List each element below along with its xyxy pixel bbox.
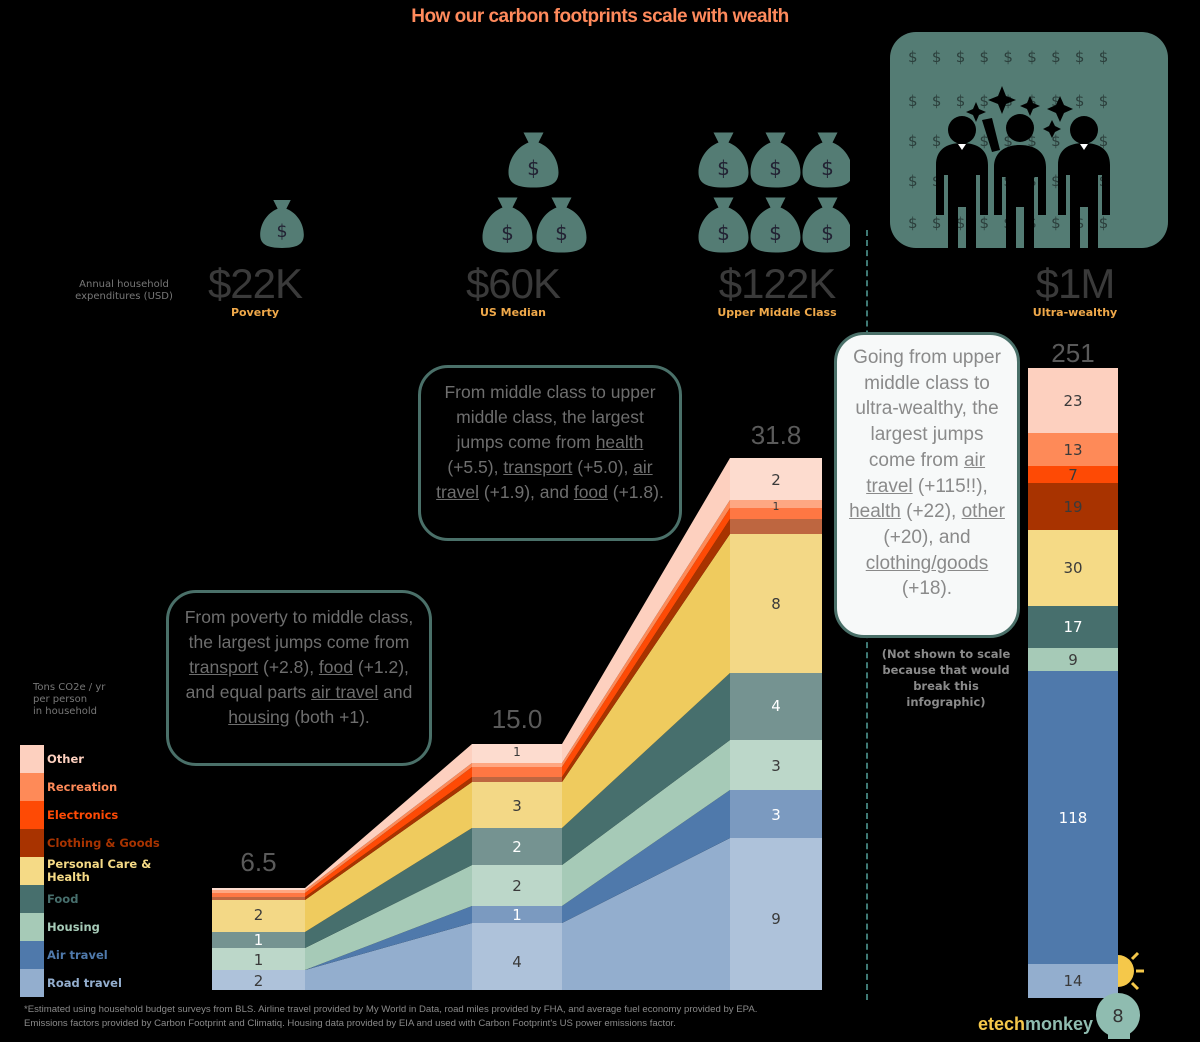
bar-segment-electronics: 7: [1028, 466, 1118, 484]
total-poverty: 6.5: [240, 847, 277, 877]
legend-swatch: [20, 801, 44, 829]
seg-label: 8: [771, 595, 781, 613]
note-upper-to-ultra: Going from upper middle class to ultra-w…: [834, 332, 1020, 638]
seg-label: 4: [771, 697, 781, 715]
bar-segment-air-travel: 118: [1028, 671, 1118, 964]
seg-label: 3: [512, 797, 522, 815]
seg-label: 2: [253, 972, 264, 990]
tier-label: US Median: [480, 306, 546, 319]
tier-median: $60K US Median: [448, 262, 578, 320]
legend-swatch: [20, 745, 44, 773]
area-other: [212, 458, 822, 890]
area-housing: [212, 740, 822, 970]
legend-item-clothing: Clothing & Goods: [20, 829, 220, 857]
tier-amount: $60K: [465, 260, 561, 307]
seg-label: 1: [253, 931, 264, 949]
area-electronics: [212, 508, 822, 897]
seg-label: 1: [512, 906, 522, 924]
money-bag-wall-icon: $ $ $ $ $ $ $ $ $ $ $ $ $ $ $ $ $ $ $ $ …: [890, 32, 1168, 252]
legend-item-other: Other: [20, 745, 220, 773]
bar-segment-other: 23: [1028, 368, 1118, 433]
note-poverty-to-middle: From poverty to middle class, the larges…: [166, 590, 432, 766]
legend-swatch: [20, 969, 44, 997]
seg-label: 9: [771, 910, 781, 928]
legend-swatch: [20, 913, 44, 941]
tier-label: Upper Middle Class: [717, 306, 837, 319]
legend-item-recreation: Recreation: [20, 773, 220, 801]
expenditure-axis-label: Annual household expenditures (USD): [75, 279, 173, 302]
brand-logo-text: etechmonkey: [978, 1014, 1094, 1034]
bar-segment-road-travel: 14: [1028, 964, 1118, 998]
legend-item-food: Food: [20, 885, 220, 913]
total-upper-middle: 31.8: [750, 420, 802, 450]
tier-amount: $22K: [207, 260, 303, 307]
tier-ultra-wealthy: $1M Ultra-wealthy: [1010, 262, 1140, 320]
legend-item-road-travel: Road travel: [20, 969, 220, 997]
area-road-travel: [212, 838, 822, 990]
svg-text:$ $ $ $ $ $ $ $: $ $ $ $ $ $ $ $ $: [908, 48, 1108, 66]
legend-swatch: [20, 885, 44, 913]
seg-label: 2: [771, 471, 781, 489]
legend-item-electronics: Electronics: [20, 801, 220, 829]
seg-label: 2: [253, 906, 264, 924]
bar-segment-health: 30: [1028, 530, 1118, 606]
area-food: [212, 673, 822, 948]
y-unit-label: Tons CO2e / yr per person in household: [33, 682, 106, 717]
tier-label: Ultra-wealthy: [1032, 306, 1118, 319]
legend-item-housing: Housing: [20, 913, 220, 941]
note-middle-to-upper: From middle class to upper middle class,…: [418, 365, 682, 541]
bar-segment-food: 17: [1028, 606, 1118, 648]
seg-label: 2: [512, 838, 522, 856]
area-health: [212, 534, 822, 932]
bar-segment-housing: 9: [1028, 648, 1118, 671]
legend-item-health: Personal Care & Health: [20, 857, 220, 885]
svg-text:8: 8: [1112, 1006, 1123, 1027]
seg-label: 3: [771, 806, 781, 824]
seg-label: 1: [513, 745, 521, 759]
seg-label: 3: [771, 757, 781, 775]
area-clothing: [212, 519, 822, 900]
legend-swatch: [20, 773, 44, 801]
footnote: *Estimated using household budget survey…: [24, 1004, 758, 1029]
tier-amount: $1M: [1035, 260, 1116, 307]
bar-segment-recreation: 13: [1028, 433, 1118, 466]
area-recreation: [212, 500, 822, 893]
tier-amount: $122K: [718, 260, 836, 307]
page-title: How our carbon footprints scale with wea…: [411, 6, 789, 27]
tier-upper-middle: $122K Upper Middle Class: [702, 262, 852, 320]
lightbulb-monkey-logo: 8: [1096, 951, 1144, 1039]
not-to-scale-note: (Not shown to scale because that would b…: [881, 647, 1011, 709]
legend-swatch: [20, 857, 44, 885]
tier-poverty: $22K Poverty: [190, 262, 320, 320]
total-ultra-wealthy: 251: [1051, 338, 1095, 368]
seg-label: 1: [772, 500, 780, 513]
legend-swatch: [20, 941, 44, 969]
total-median: 15.0: [491, 704, 543, 734]
seg-label: 2: [512, 877, 522, 895]
legend-swatch: [20, 829, 44, 857]
seg-label: 4: [512, 953, 522, 971]
area-air-travel: [212, 790, 822, 970]
legend-item-air-travel: Air travel: [20, 941, 220, 969]
seg-label: 1: [253, 951, 264, 969]
tier-label: Poverty: [230, 306, 280, 319]
bar-segment-clothing: 19: [1028, 483, 1118, 530]
